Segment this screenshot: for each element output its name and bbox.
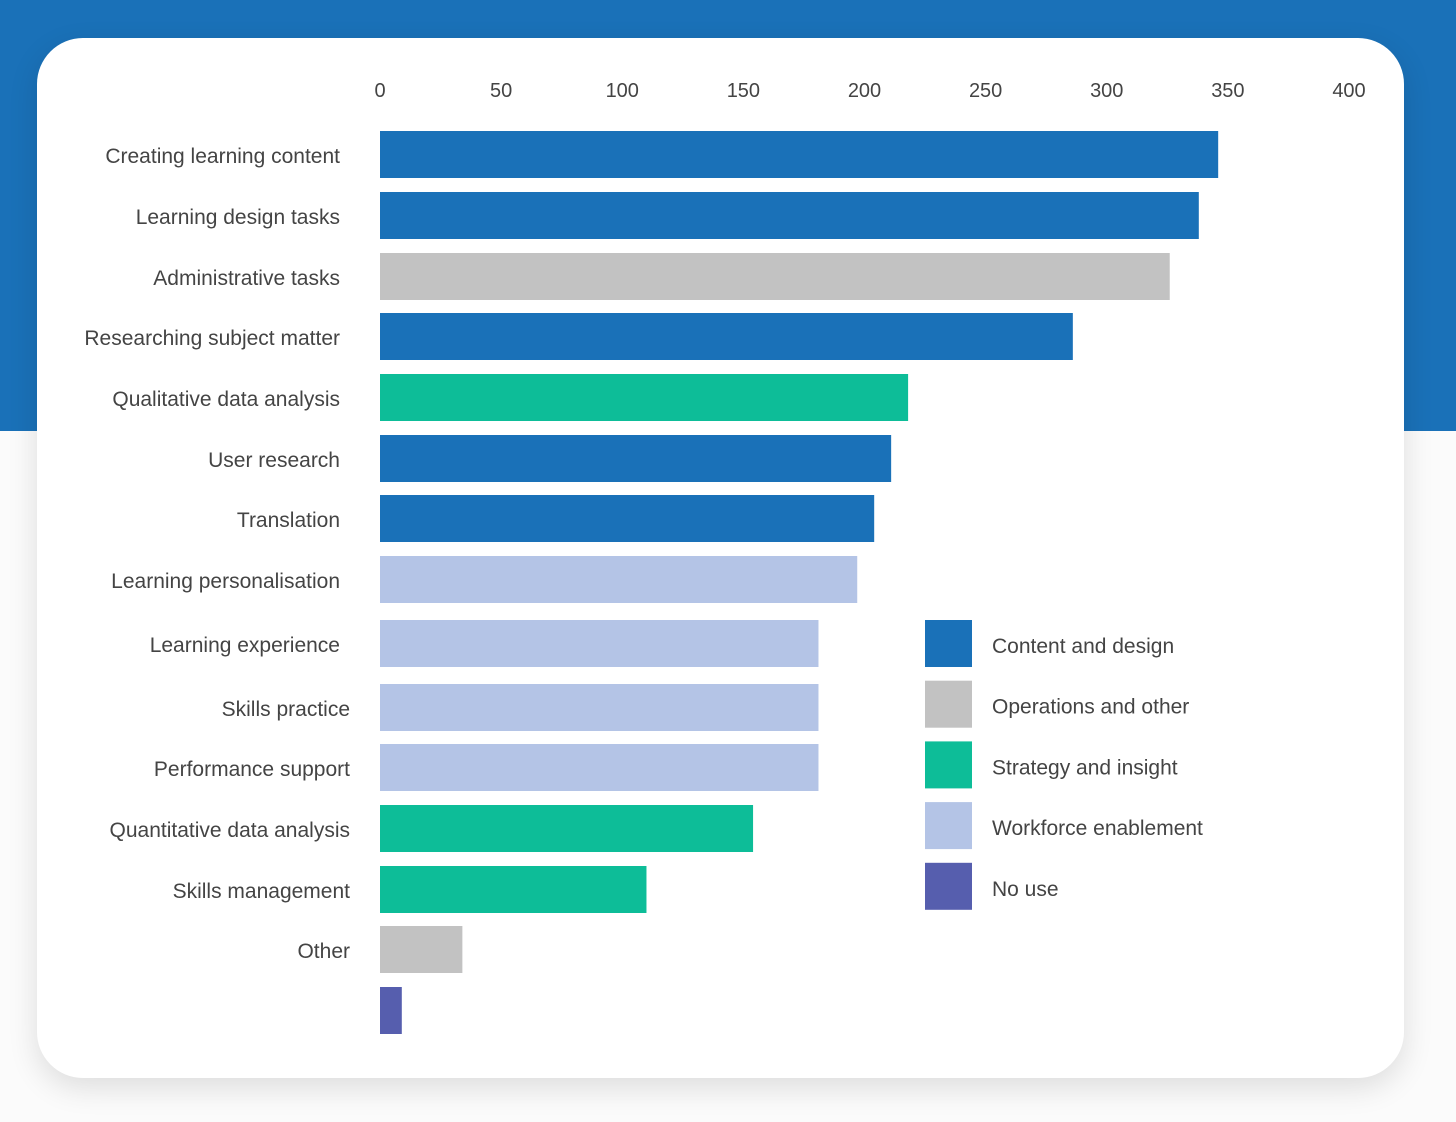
legend-swatch (925, 862, 972, 910)
legend-label: Content and design (992, 635, 1174, 658)
legend-swatch (925, 741, 972, 789)
category-label: User research (208, 449, 340, 472)
bar (380, 987, 402, 1034)
x-tick-label: 50 (490, 80, 512, 102)
x-tick-label: 250 (969, 80, 1002, 102)
bar (380, 926, 463, 973)
bar (380, 684, 819, 731)
x-tick-label: 150 (727, 80, 760, 102)
x-tick-label: 300 (1090, 80, 1123, 102)
legend-swatch (925, 680, 972, 728)
legend-label: Strategy and insight (992, 756, 1178, 779)
category-label: Skills management (173, 880, 351, 903)
bar (380, 253, 1170, 300)
bar (380, 495, 875, 542)
category-label: Learning design tasks (136, 206, 340, 229)
x-tick-label: 0 (374, 80, 385, 102)
category-label: Learning experience (150, 634, 340, 657)
category-label: Qualitative data analysis (112, 388, 340, 411)
x-tick-label: 100 (606, 80, 639, 102)
bar (380, 620, 819, 667)
category-label: Quantitative data analysis (110, 819, 350, 842)
bar (380, 866, 647, 913)
bar (380, 131, 1219, 178)
bar (380, 805, 754, 852)
x-tick-label: 350 (1211, 80, 1244, 102)
legend-label: No use (992, 878, 1059, 901)
x-tick-label: 400 (1332, 80, 1365, 102)
bar (380, 556, 858, 603)
legend-label: Workforce enablement (992, 817, 1203, 840)
legend-swatch (925, 802, 972, 850)
category-label: Researching subject matter (84, 327, 340, 350)
x-tick-label: 200 (848, 80, 881, 102)
category-label: Skills practice (222, 698, 350, 721)
category-label: Other (297, 940, 350, 963)
bar (380, 435, 892, 482)
category-label: Translation (237, 509, 340, 532)
bar (380, 374, 909, 421)
bar (380, 313, 1073, 360)
legend-label: Operations and other (992, 696, 1189, 719)
bar (380, 192, 1199, 239)
category-label: Administrative tasks (153, 267, 340, 290)
legend-swatch (925, 620, 972, 667)
category-label: Learning personalisation (111, 570, 340, 593)
category-label: Performance support (154, 758, 350, 781)
category-label: Creating learning content (105, 145, 340, 168)
bar (380, 744, 819, 791)
